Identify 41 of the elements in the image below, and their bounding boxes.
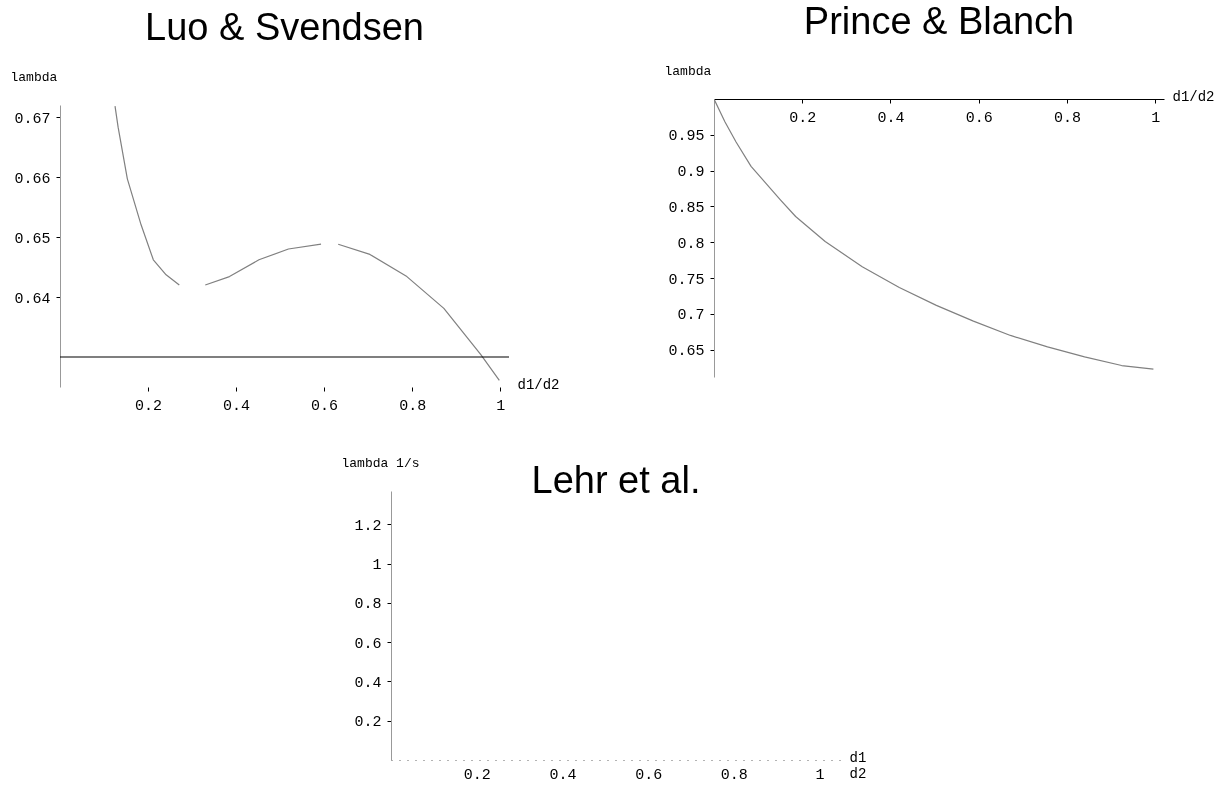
x-tick-label: 0.8 — [1053, 109, 1081, 127]
x-tick-label: 0.4 — [223, 397, 251, 415]
x-axis-title: d1/d2 — [1172, 88, 1215, 105]
x-tick-label: 0.2 — [463, 766, 491, 784]
chart-title: Lehr et al. — [531, 459, 701, 501]
y-tick-label: 0.65 — [668, 343, 705, 361]
y-tick-label: 1 — [372, 557, 382, 575]
y-tick-label: 1.2 — [354, 517, 382, 535]
x-tick-label: 0.6 — [965, 109, 993, 127]
y-tick-label: 0.66 — [14, 170, 51, 188]
x-tick-label: 1 — [1151, 109, 1161, 127]
y-tick-label: 0.7 — [677, 307, 705, 325]
y-tick-label: 0.9 — [677, 164, 705, 182]
x-axis-title: d1 d2 — [849, 749, 867, 782]
y-tick-label: 0.95 — [668, 128, 705, 146]
x-tick-label: 1 — [496, 397, 506, 415]
y-axis-title: lambda — [664, 63, 712, 79]
y-axis-title: lambda — [10, 69, 58, 85]
y-tick-label: 0.8 — [677, 235, 705, 253]
y-tick-label: 0.64 — [14, 290, 51, 308]
x-tick-label: 0.8 — [720, 766, 748, 784]
x-tick-label: 0.6 — [311, 397, 339, 415]
x-tick-label: 0.4 — [877, 109, 905, 127]
x-tick-label: 0.2 — [135, 397, 163, 415]
x-tick-label: 0.4 — [549, 766, 577, 784]
y-tick-label: 0.67 — [14, 110, 51, 128]
chart-title: Prince & Blanch — [803, 0, 1075, 42]
y-tick-label: 0.4 — [354, 674, 382, 692]
y-axis-title: lambda 1/s — [341, 455, 420, 471]
y-tick-label: 0.2 — [354, 714, 382, 732]
x-axis-title: d1/d2 — [517, 376, 560, 393]
x-tick-label: 0.6 — [635, 766, 663, 784]
x-tick-label: 1 — [815, 766, 825, 784]
x-tick-label: 0.2 — [789, 109, 817, 127]
chart-title: Luo & Svendsen — [145, 6, 424, 48]
y-tick-label: 0.6 — [354, 635, 382, 653]
y-tick-label: 0.85 — [668, 199, 705, 217]
y-tick-label: 0.75 — [668, 271, 705, 289]
y-tick-label: 0.65 — [14, 230, 51, 248]
y-tick-label: 0.8 — [354, 596, 382, 614]
x-tick-label: 0.8 — [399, 397, 427, 415]
